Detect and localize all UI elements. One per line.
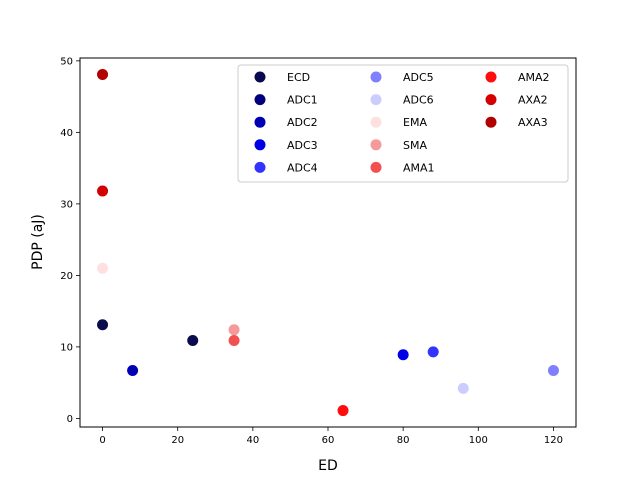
legend-marker-adc1 xyxy=(254,94,266,106)
data-points xyxy=(97,68,559,417)
y-tick-label: 10 xyxy=(60,342,73,353)
legend-marker-adc2 xyxy=(254,116,266,128)
data-point-axa3 xyxy=(97,68,109,80)
y-tick-label: 30 xyxy=(60,199,73,210)
x-tick-label: 100 xyxy=(469,435,488,446)
legend-frame xyxy=(237,64,569,183)
x-axis-ticks: 0 20 40 60 80 100 120 xyxy=(99,427,563,446)
data-point-sma xyxy=(228,324,240,336)
data-point-ecd xyxy=(187,334,199,346)
legend-marker-adc3 xyxy=(254,139,266,151)
y-axis-ticks: 0 10 20 30 40 50 xyxy=(60,56,80,425)
legend-label-adc5: ADC5 xyxy=(403,71,434,84)
legend-label-ama1: AMA1 xyxy=(403,161,435,174)
x-tick-label: 20 xyxy=(171,435,184,446)
y-tick-label: 20 xyxy=(60,271,73,282)
y-tick-label: 0 xyxy=(67,414,73,425)
legend-label-adc6: ADC6 xyxy=(403,94,434,107)
legend-label-adc3: ADC3 xyxy=(287,139,318,152)
x-tick-label: 0 xyxy=(99,435,105,446)
data-point-adc6 xyxy=(457,382,469,394)
legend-label-ema: EMA xyxy=(403,116,427,129)
data-point-ecd xyxy=(97,319,109,331)
data-point-adc3 xyxy=(397,349,409,361)
legend-label-ama2: AMA2 xyxy=(518,71,550,84)
x-tick-label: 80 xyxy=(397,435,410,446)
legend-label-sma: SMA xyxy=(403,139,427,152)
data-point-adc4 xyxy=(427,346,439,358)
data-point-adc2 xyxy=(127,365,139,377)
data-point-adc5 xyxy=(547,365,559,377)
y-axis-label: PDP (aJ) xyxy=(30,214,46,270)
x-tick-label: 60 xyxy=(322,435,335,446)
legend-marker-adc5 xyxy=(370,71,382,83)
legend-label-axa3: AXA3 xyxy=(518,116,548,129)
legend-marker-adc4 xyxy=(254,161,266,173)
legend-label-adc2: ADC2 xyxy=(287,116,318,129)
legend-marker-ama2 xyxy=(485,71,497,83)
y-tick-label: 40 xyxy=(60,128,73,139)
data-point-ema xyxy=(97,262,109,274)
legend-label-adc4: ADC4 xyxy=(287,161,318,174)
legend-marker-sma xyxy=(370,139,382,151)
legend: ECD ADC1 ADC2 ADC3 ADC4 ADC5 ADC6 EMA SMA AMA1 AMA… xyxy=(237,64,569,183)
legend-marker-adc6 xyxy=(370,94,382,106)
data-point-axa2 xyxy=(97,185,109,197)
legend-marker-ema xyxy=(370,116,382,128)
legend-marker-axa2 xyxy=(485,94,497,106)
y-tick-label: 50 xyxy=(60,56,73,67)
x-axis-label: ED xyxy=(318,458,338,474)
legend-marker-ecd xyxy=(254,71,266,83)
legend-marker-ama1 xyxy=(370,161,382,173)
x-tick-label: 120 xyxy=(544,435,563,446)
data-point-ama2 xyxy=(337,405,349,417)
legend-marker-axa3 xyxy=(485,116,497,128)
legend-label-adc1: ADC1 xyxy=(287,94,318,107)
x-tick-label: 40 xyxy=(246,435,259,446)
legend-label-ecd: ECD xyxy=(287,71,310,84)
legend-label-axa2: AXA2 xyxy=(518,94,548,107)
data-point-ama1 xyxy=(228,334,240,346)
